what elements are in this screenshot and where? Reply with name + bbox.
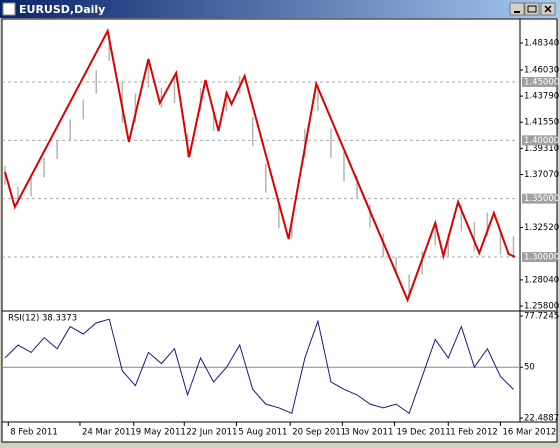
rsi-line bbox=[4, 318, 514, 415]
title-bar bbox=[0, 0, 560, 18]
y-tick-label: 1.39310 bbox=[524, 144, 559, 154]
window-title: EURUSD,Daily bbox=[19, 3, 105, 16]
x-tick-label: 3 Nov 2011 bbox=[344, 428, 393, 438]
level-label-box bbox=[522, 76, 556, 87]
chart-area bbox=[1, 18, 558, 443]
x-tick-label: 24 Mar 2011 bbox=[82, 428, 136, 438]
y-tick-label: 22.4887 bbox=[524, 414, 559, 424]
x-tick-label: 5 Aug 2011 bbox=[238, 428, 287, 438]
window-controls[interactable] bbox=[509, 2, 556, 16]
level-label-box bbox=[522, 193, 556, 204]
level-label: 1.40000 bbox=[524, 136, 559, 146]
level-label-box bbox=[522, 135, 556, 146]
level-label: 1.30000 bbox=[524, 253, 559, 263]
y-tick-label: 50 bbox=[524, 363, 535, 373]
y-tick-label: 1.28040 bbox=[524, 275, 559, 285]
window-icon bbox=[2, 2, 16, 16]
x-tick-label: 9 May 2011 bbox=[136, 428, 186, 438]
x-tick-label: 22 Jun 2011 bbox=[186, 428, 237, 438]
level-label: 1.35000 bbox=[524, 194, 559, 204]
y-tick-label: 1.32520 bbox=[524, 223, 559, 233]
y-tick-label: 77.7245 bbox=[524, 312, 559, 322]
x-tick-label: 20 Sep 2011 bbox=[292, 428, 346, 438]
indicator-title: RSI(12) 38.3373 bbox=[8, 314, 77, 324]
level-label: 1.45000 bbox=[524, 77, 559, 87]
x-tick-label: 8 Feb 2011 bbox=[10, 428, 58, 438]
y-tick-label: 1.43790 bbox=[524, 92, 559, 102]
level-label-box bbox=[522, 252, 556, 263]
y-tick-label: 1.48340 bbox=[524, 38, 559, 48]
x-tick-label: 1 Feb 2012 bbox=[450, 428, 498, 438]
y-tick-label: 1.37070 bbox=[524, 170, 559, 180]
zigzag-line bbox=[4, 27, 516, 303]
x-tick-label: 19 Dec 2011 bbox=[397, 428, 451, 438]
y-tick-label: 1.25800 bbox=[524, 302, 559, 312]
maximize-button[interactable] bbox=[524, 2, 540, 16]
minimize-button[interactable] bbox=[509, 2, 525, 16]
y-tick-label: 1.46030 bbox=[524, 65, 559, 75]
y-tick-label: 1.41550 bbox=[524, 118, 559, 128]
x-tick-label: 16 Mar 2012 bbox=[502, 428, 556, 438]
